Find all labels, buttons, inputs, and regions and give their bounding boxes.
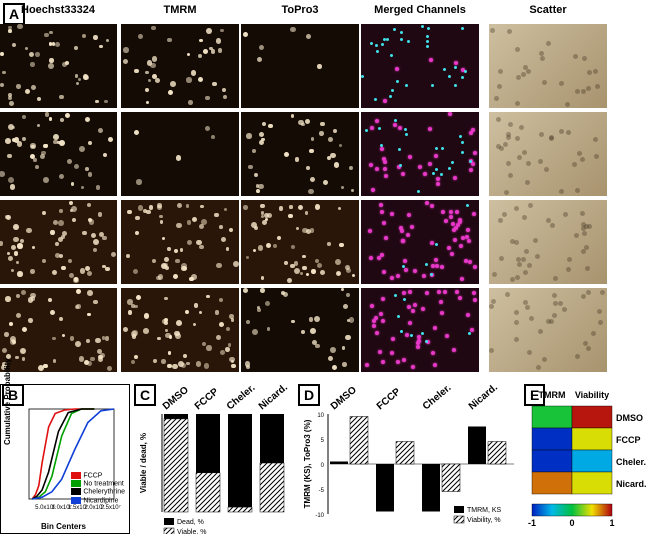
svg-text:10: 10	[317, 413, 324, 419]
micrograph-cell	[361, 24, 479, 108]
micrograph-cell	[361, 112, 479, 196]
svg-text:Nicard.: Nicard.	[616, 479, 647, 489]
micrograph-cell	[0, 200, 117, 284]
svg-text:FCCP: FCCP	[616, 435, 641, 445]
svg-text:TMRM, KS: TMRM, KS	[467, 507, 502, 514]
col-header: Merged Channels	[361, 4, 479, 16]
panel-c: Viable / dead, % DMSOFCCPCheler.Nicard. De…	[136, 384, 291, 534]
panel-c-plot: Viable / dead, % DMSOFCCPCheler.Nicard. De…	[136, 384, 291, 534]
svg-text:Cheler.: Cheler.	[616, 457, 646, 467]
svg-text:DMSO: DMSO	[616, 413, 643, 423]
micrograph-cell	[241, 200, 359, 284]
svg-text:Viable / dead, %: Viable / dead, %	[139, 433, 148, 493]
svg-text:FCCP: FCCP	[375, 386, 403, 412]
micrograph-cell	[489, 200, 607, 284]
micrograph-cell	[121, 288, 239, 372]
panel-e: TMRM Viability DMSO FCCP Cheler. Nicard. -1 0 1	[526, 384, 654, 534]
col-header: ToPro3	[241, 4, 359, 16]
svg-text:TMRM (KS), ToPro3 (%): TMRM (KS), ToPro3 (%)	[303, 419, 312, 508]
micrograph-cell	[121, 200, 239, 284]
svg-text:Viable, %: Viable, %	[177, 529, 206, 534]
col-header: TMRM	[121, 4, 239, 16]
panel-a: A Hoechst33324TMRMToPro3Merged ChannelsS…	[0, 0, 656, 380]
micrograph-cell	[0, 24, 117, 108]
svg-text:Nicard.: Nicard.	[257, 384, 290, 412]
panel-d-plot: TMRM (KS), ToPro3 (%) DMSO FCCP Cheler. Nica…	[300, 384, 520, 534]
micrograph-cell	[489, 288, 607, 372]
micrograph-cell	[121, 112, 239, 196]
svg-text:0: 0	[321, 463, 325, 469]
micrograph-cell	[361, 288, 479, 372]
svg-text:Viability, %: Viability, %	[467, 517, 501, 524]
svg-text:-5: -5	[319, 488, 325, 494]
panel-e-plot: TMRM Viability DMSO FCCP Cheler. Nicard. -1 0 1	[526, 384, 654, 534]
micrograph-cell	[0, 112, 117, 196]
col-header: Scatter	[489, 4, 607, 16]
panel-b-ylabel: Cumulative Probability	[3, 358, 12, 445]
svg-text:-10: -10	[315, 513, 324, 519]
svg-text:FCCP: FCCP	[193, 386, 221, 412]
micrograph-cell	[241, 288, 359, 372]
panel-b-legend: FCCPNo treatmentChelerythrineNicardipine	[71, 472, 125, 505]
micrograph-cell	[489, 112, 607, 196]
svg-text:DMSO: DMSO	[161, 384, 191, 412]
micrograph-cell	[361, 200, 479, 284]
svg-text:-1: -1	[528, 518, 536, 528]
svg-text:DMSO: DMSO	[329, 384, 359, 412]
svg-text:Cheler.: Cheler.	[421, 384, 454, 412]
svg-text:2.5x10⁷: 2.5x10⁷	[101, 504, 121, 511]
panel-b-xlabel: Bin Centers	[41, 522, 86, 531]
svg-text:Dead, %: Dead, %	[177, 519, 204, 526]
panel-d: TMRM (KS), ToPro3 (%) DMSO FCCP Cheler. Nica…	[300, 384, 520, 534]
micrograph-cell	[489, 24, 607, 108]
svg-text:Viability: Viability	[575, 390, 609, 400]
svg-text:1: 1	[609, 518, 614, 528]
svg-text:5: 5	[321, 438, 325, 444]
svg-text:Cheler.: Cheler.	[225, 384, 258, 412]
micrograph-cell	[241, 112, 359, 196]
svg-text:0: 0	[569, 518, 574, 528]
col-header: Hoechst33324	[0, 4, 117, 16]
micrograph-cell	[121, 24, 239, 108]
micrograph-cell	[0, 288, 117, 372]
svg-text:Nicard.: Nicard.	[467, 384, 500, 412]
panel-b: 5.0x10⁶1.0x10⁷1.5x10⁷2.0x10⁷2.5x10⁷ Cumu…	[0, 384, 130, 534]
micrograph-cell	[241, 24, 359, 108]
svg-text:TMRM: TMRM	[539, 390, 566, 400]
